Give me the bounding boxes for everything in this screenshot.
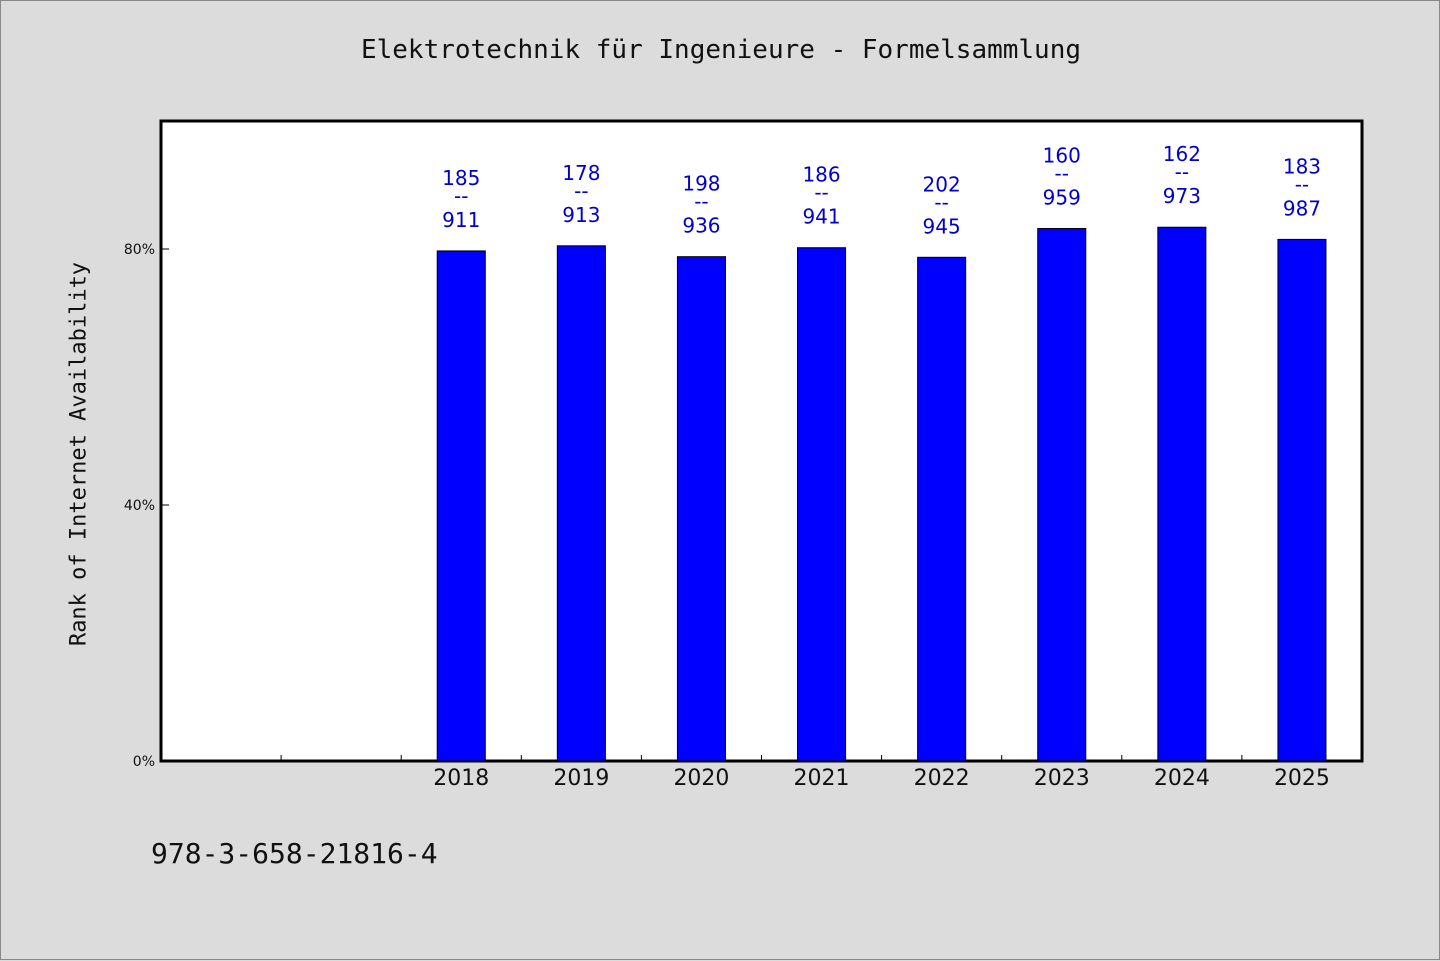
bar-2024 — [1157, 226, 1207, 762]
data-label-separator-2020: -- — [694, 190, 708, 214]
data-label-bottom-2019: 913 — [562, 203, 600, 227]
data-label-bottom-2020: 936 — [682, 214, 720, 238]
data-label-separator-2019: -- — [574, 179, 588, 203]
data-label-separator-2025: -- — [1295, 172, 1309, 196]
y-tick-label-40: 40% — [124, 498, 155, 514]
data-label-top-2019: 178 — [562, 161, 600, 185]
bar-2021 — [797, 247, 847, 762]
data-label-top-2025: 183 — [1283, 154, 1321, 178]
data-label-bottom-2024: 973 — [1163, 184, 1201, 208]
data-label-separator-2023: -- — [1055, 162, 1069, 186]
data-label-bottom-2025: 987 — [1283, 196, 1321, 220]
bar-2018 — [436, 250, 486, 762]
x-tick-label-2021: 2021 — [794, 766, 850, 791]
x-tick-label-2023: 2023 — [1034, 766, 1090, 791]
y-tick-label-80: 80% — [124, 242, 155, 258]
x-tick-label-2025: 2025 — [1274, 766, 1330, 791]
x-tick-label-2018: 2018 — [433, 766, 489, 791]
data-label-separator-2024: -- — [1175, 160, 1189, 184]
chart-title: Elektrotechnik für Ingenieure - Formelsa… — [360, 35, 1082, 65]
data-label-top-2022: 202 — [923, 172, 961, 196]
bar-2023 — [1037, 228, 1087, 762]
data-label-top-2020: 198 — [682, 172, 720, 196]
data-label-top-2023: 160 — [1043, 144, 1081, 168]
bar-2020 — [676, 256, 726, 762]
x-tick-label-2022: 2022 — [914, 766, 970, 791]
bar-2022 — [917, 256, 967, 762]
data-label-separator-2018: -- — [454, 184, 468, 208]
data-label-top-2018: 185 — [442, 166, 480, 190]
bar-2019 — [556, 245, 606, 762]
data-label-bottom-2021: 941 — [802, 205, 840, 229]
y-tick-label-0: 0% — [133, 754, 155, 770]
data-label-bottom-2023: 959 — [1043, 186, 1081, 210]
x-tick-label-2019: 2019 — [553, 766, 609, 791]
data-label-bottom-2022: 945 — [923, 214, 961, 238]
data-label-top-2024: 162 — [1163, 142, 1201, 166]
bar-2025 — [1277, 238, 1327, 762]
data-label-bottom-2018: 911 — [442, 208, 480, 232]
x-tick-label-2020: 2020 — [673, 766, 729, 791]
data-label-top-2021: 186 — [802, 163, 840, 187]
x-tick-label-2024: 2024 — [1154, 766, 1210, 791]
data-label-separator-2022: -- — [934, 190, 948, 214]
isbn-text: 978-3-658-21816-4 — [151, 837, 438, 870]
data-label-separator-2021: -- — [814, 181, 828, 205]
